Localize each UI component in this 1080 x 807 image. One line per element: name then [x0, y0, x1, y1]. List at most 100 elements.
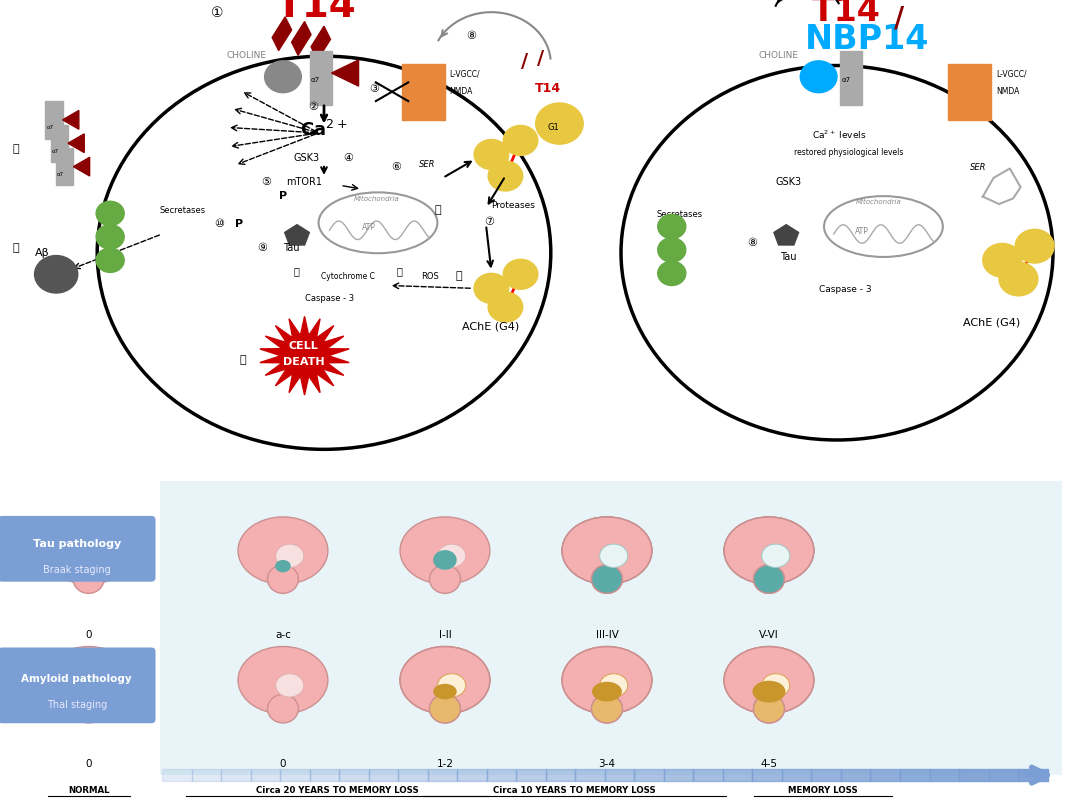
Text: P: P — [235, 219, 244, 228]
Text: T14: T14 — [535, 82, 561, 94]
Circle shape — [96, 224, 124, 249]
Ellipse shape — [724, 517, 814, 584]
Ellipse shape — [562, 516, 652, 585]
Circle shape — [999, 262, 1038, 296]
Text: α7: α7 — [841, 77, 850, 83]
Text: α7: α7 — [311, 77, 320, 83]
Polygon shape — [948, 64, 991, 119]
Ellipse shape — [275, 674, 303, 697]
Text: Thal staging: Thal staging — [46, 700, 107, 710]
Polygon shape — [840, 51, 862, 105]
Polygon shape — [774, 224, 798, 245]
Circle shape — [658, 261, 686, 286]
Text: ③: ③ — [369, 84, 379, 94]
Text: V-VI: V-VI — [759, 629, 779, 639]
Ellipse shape — [400, 517, 490, 584]
Text: T14: T14 — [812, 0, 881, 27]
Text: α7: α7 — [46, 125, 54, 130]
Ellipse shape — [437, 674, 465, 697]
Ellipse shape — [599, 674, 627, 697]
Polygon shape — [56, 148, 73, 186]
Text: AChE (G4): AChE (G4) — [963, 318, 1021, 328]
Polygon shape — [310, 51, 332, 105]
Circle shape — [35, 256, 78, 293]
Text: NMDA: NMDA — [449, 86, 473, 95]
Ellipse shape — [592, 682, 622, 701]
Ellipse shape — [238, 646, 328, 714]
Text: ⑬: ⑬ — [434, 206, 441, 215]
Text: Tau: Tau — [780, 253, 796, 262]
Text: III-IV: III-IV — [595, 629, 619, 639]
Ellipse shape — [400, 646, 490, 714]
FancyBboxPatch shape — [0, 516, 156, 582]
Polygon shape — [285, 224, 309, 245]
Text: L-VGCC/: L-VGCC/ — [996, 69, 1026, 79]
Text: Cytochrome C: Cytochrome C — [321, 272, 375, 281]
Text: ⑧: ⑧ — [467, 31, 476, 41]
Ellipse shape — [724, 646, 814, 714]
Ellipse shape — [592, 565, 622, 593]
Text: T14: T14 — [275, 0, 356, 25]
Text: ⑦: ⑦ — [484, 216, 494, 227]
Text: DEATH: DEATH — [283, 357, 325, 367]
Circle shape — [658, 238, 686, 262]
Text: /: / — [894, 4, 904, 32]
Text: Caspase - 3: Caspase - 3 — [819, 285, 872, 294]
Text: Ca$^{2+}$ levels: Ca$^{2+}$ levels — [812, 128, 866, 140]
Text: Caspase - 3: Caspase - 3 — [305, 295, 353, 303]
Ellipse shape — [761, 674, 789, 697]
FancyBboxPatch shape — [160, 481, 1062, 775]
Text: ①: ① — [211, 6, 224, 20]
Polygon shape — [68, 134, 84, 153]
Polygon shape — [292, 22, 311, 55]
Text: Proteases: Proteases — [491, 201, 536, 210]
Text: GSK3: GSK3 — [294, 153, 320, 163]
Ellipse shape — [562, 646, 652, 714]
Ellipse shape — [73, 565, 104, 593]
Text: Tau: Tau — [283, 243, 299, 253]
Text: Aβ: Aβ — [35, 248, 50, 257]
Circle shape — [658, 215, 686, 239]
Polygon shape — [63, 111, 79, 129]
Text: α7: α7 — [52, 148, 59, 153]
Ellipse shape — [592, 565, 622, 593]
Ellipse shape — [430, 565, 460, 593]
Text: ⑩: ⑩ — [214, 219, 224, 228]
Text: 0: 0 — [85, 759, 92, 769]
Text: L-VGCC/: L-VGCC/ — [449, 69, 480, 79]
Polygon shape — [51, 124, 68, 162]
Text: mTOR1: mTOR1 — [286, 178, 322, 187]
Text: P: P — [672, 228, 680, 238]
Circle shape — [983, 244, 1022, 277]
Ellipse shape — [275, 560, 291, 572]
Text: SER: SER — [970, 163, 986, 173]
Text: ⑮: ⑮ — [396, 266, 402, 276]
Text: ⑨: ⑨ — [257, 243, 267, 253]
Ellipse shape — [400, 646, 490, 714]
Text: Mitochondria: Mitochondria — [354, 196, 400, 203]
Circle shape — [488, 161, 523, 191]
Circle shape — [503, 125, 538, 156]
Text: ATP: ATP — [855, 227, 869, 236]
FancyBboxPatch shape — [0, 647, 156, 723]
Text: Secretases: Secretases — [160, 207, 206, 215]
Text: 3-4: 3-4 — [598, 759, 616, 769]
Ellipse shape — [81, 674, 109, 697]
Polygon shape — [73, 157, 90, 176]
Ellipse shape — [753, 694, 785, 723]
Ellipse shape — [437, 674, 465, 697]
Ellipse shape — [724, 646, 814, 714]
Ellipse shape — [761, 544, 789, 567]
Text: ⑭: ⑭ — [294, 266, 299, 276]
Text: CHOLINE: CHOLINE — [227, 51, 267, 60]
Text: AChE (G4): AChE (G4) — [462, 321, 519, 332]
Ellipse shape — [592, 695, 622, 723]
Ellipse shape — [591, 694, 623, 723]
Ellipse shape — [599, 544, 627, 567]
Text: ②: ② — [308, 102, 318, 112]
Text: CELL: CELL — [288, 341, 319, 351]
Text: Amyloid pathology: Amyloid pathology — [22, 675, 132, 684]
Ellipse shape — [754, 565, 784, 593]
Ellipse shape — [753, 681, 785, 702]
Text: ATP: ATP — [362, 224, 376, 232]
